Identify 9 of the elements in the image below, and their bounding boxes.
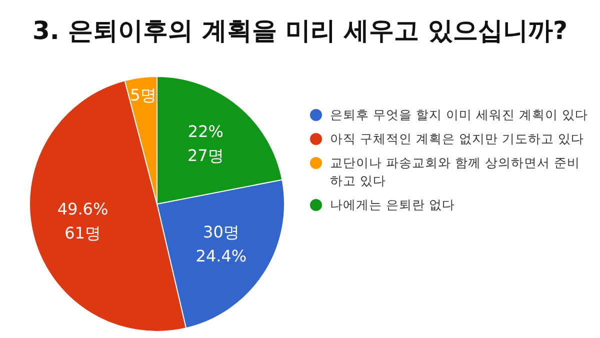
data-label: 30명 24.4% bbox=[196, 222, 247, 266]
legend-label: 나에게는 은퇴란 없다 bbox=[330, 196, 455, 214]
legend-label: 은퇴후 무엇을 할지 이미 세워진 계획이 있다 bbox=[330, 106, 588, 124]
data-label: 22% 27명 bbox=[187, 122, 224, 166]
data-label: 5명 bbox=[130, 86, 156, 105]
legend-label: 교단이나 파송교회와 함께 상의하면서 준비하고 있다 bbox=[330, 154, 581, 190]
data-label: 49.6% 61명 bbox=[57, 200, 108, 243]
legend-label: 아직 구체적인 계획은 없지만 기도하고 있다 bbox=[330, 130, 584, 148]
chart-title: 3. 은퇴이후의 계획을 미리 세우고 있으십니까? bbox=[32, 15, 568, 47]
